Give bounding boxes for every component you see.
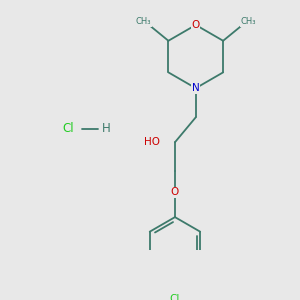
Text: O: O [192, 20, 200, 30]
Text: CH₃: CH₃ [136, 17, 151, 26]
Text: Cl: Cl [63, 122, 74, 135]
Text: CH₃: CH₃ [240, 17, 256, 26]
Text: N: N [192, 83, 200, 93]
Text: H: H [102, 122, 111, 135]
Text: Cl: Cl [170, 294, 180, 300]
Text: O: O [171, 187, 179, 197]
Text: HO: HO [144, 137, 160, 147]
